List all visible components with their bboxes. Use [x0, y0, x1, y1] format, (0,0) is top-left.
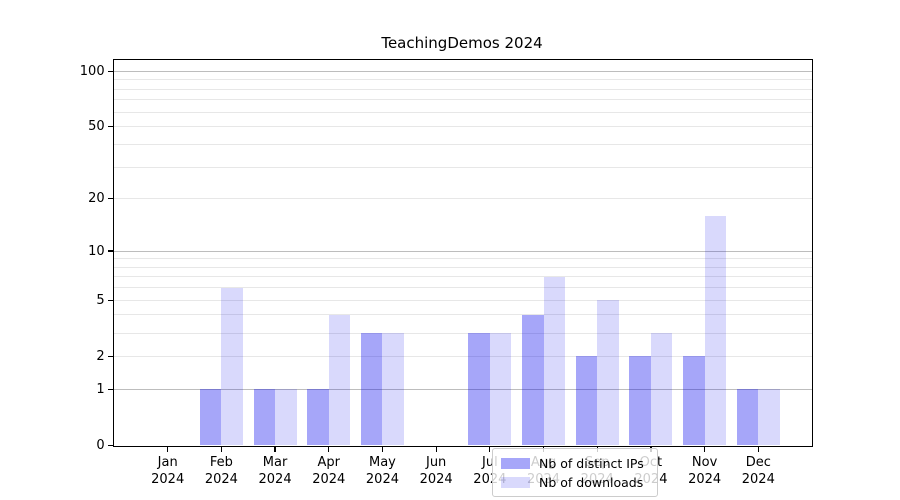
x-tick-label: Jun 2024 — [419, 455, 453, 487]
y-tick-label: 20 — [88, 191, 105, 207]
legend-row-distinct-ips: Nb of distinct IPs — [501, 456, 649, 471]
x-tick — [328, 446, 330, 452]
x-tick-label: May 2024 — [365, 455, 399, 487]
gridline-minor — [114, 332, 812, 334]
y-tick-label: 100 — [79, 63, 105, 79]
bar-distinct-ips-sep — [575, 356, 598, 446]
chart-title: TeachingDemos 2024 — [381, 34, 543, 52]
gridline-minor — [114, 88, 812, 90]
x-tick-label: Nov 2024 — [688, 455, 722, 487]
x-tick-label: Jan 2024 — [151, 455, 185, 487]
gridline-minor — [114, 287, 812, 289]
bar-distinct-ips-mar — [253, 389, 276, 446]
y-tick — [107, 444, 113, 447]
y-tick — [107, 355, 113, 357]
bar-downloads-sep — [597, 300, 619, 446]
x-tick — [167, 446, 169, 452]
bar-distinct-ips-apr — [307, 389, 329, 446]
x-tick — [220, 446, 222, 452]
x-tick — [489, 446, 491, 452]
bar-downloads-jul — [489, 333, 512, 446]
y-tick-label: 1 — [96, 381, 105, 397]
y-tick — [107, 126, 113, 128]
bar-downloads-dec — [758, 389, 780, 446]
bar-distinct-ips-may — [360, 333, 383, 446]
y-tick-label: 5 — [96, 292, 105, 308]
x-tick — [704, 446, 706, 452]
bar-downloads-oct — [650, 333, 673, 446]
x-tick-label: Mar 2024 — [258, 455, 292, 487]
legend-swatch-distinct-ips-icon — [501, 457, 530, 469]
gridline-minor — [114, 266, 812, 268]
gridline-major — [114, 70, 812, 72]
gridline-minor — [114, 355, 812, 357]
bar-distinct-ips-oct — [629, 356, 651, 446]
bar-distinct-ips-feb — [199, 389, 222, 446]
gridline-minor — [114, 79, 812, 81]
bar-distinct-ips-nov — [683, 356, 705, 446]
gridline-minor — [114, 99, 812, 101]
x-tick — [757, 446, 759, 452]
bar-downloads-aug — [543, 276, 566, 446]
x-tick-label: Dec 2024 — [741, 455, 775, 487]
bar-downloads-apr — [328, 314, 351, 446]
x-tick — [381, 446, 384, 452]
y-tick-label: 2 — [96, 348, 105, 364]
bar-distinct-ips-dec — [736, 389, 759, 446]
gridline-minor — [114, 299, 812, 301]
bar-downloads-nov — [704, 215, 727, 446]
legend-label-downloads: Nb of downloads — [539, 474, 644, 490]
gridline-minor — [114, 111, 812, 113]
y-tick-label: 0 — [96, 438, 105, 453]
x-tick-label: Feb 2024 — [204, 455, 238, 487]
y-tick — [107, 197, 113, 200]
y-tick-label: 10 — [88, 243, 105, 259]
gridline-minor — [114, 276, 812, 278]
y-tick — [107, 299, 113, 301]
legend-label-distinct-ips: Nb of distinct IPs — [539, 455, 644, 471]
x-tick — [274, 446, 276, 452]
gridline-major — [114, 250, 812, 252]
x-tick — [435, 446, 437, 452]
bar-downloads-may — [382, 333, 404, 446]
bar-downloads-mar — [275, 389, 297, 446]
legend-swatch-downloads-icon — [501, 476, 530, 488]
y-tick — [107, 250, 113, 252]
x-tick-label: Apr 2024 — [312, 455, 346, 487]
gridline-major — [114, 388, 812, 390]
gridline-minor — [114, 314, 812, 316]
legend: Nb of distinct IPs Nb of downloads — [492, 448, 658, 497]
gridline-minor — [114, 166, 812, 168]
gridline-minor — [114, 258, 812, 260]
legend-row-downloads: Nb of downloads — [501, 475, 649, 490]
bar-distinct-ips-jul — [468, 333, 490, 446]
y-tick-label: 50 — [88, 119, 105, 135]
plot-area: 0 1 2 5 10 20 50 100 Jan 2024 Feb 2024 Mar 2024 Apr 202… — [80, 59, 813, 497]
gridline-minor — [114, 126, 812, 128]
gridline-minor — [114, 143, 812, 145]
y-tick — [107, 70, 113, 72]
bar-distinct-ips-aug — [522, 314, 544, 446]
bar-downloads-feb — [221, 287, 243, 446]
y-tick — [107, 388, 113, 390]
gridline-minor — [114, 198, 812, 200]
